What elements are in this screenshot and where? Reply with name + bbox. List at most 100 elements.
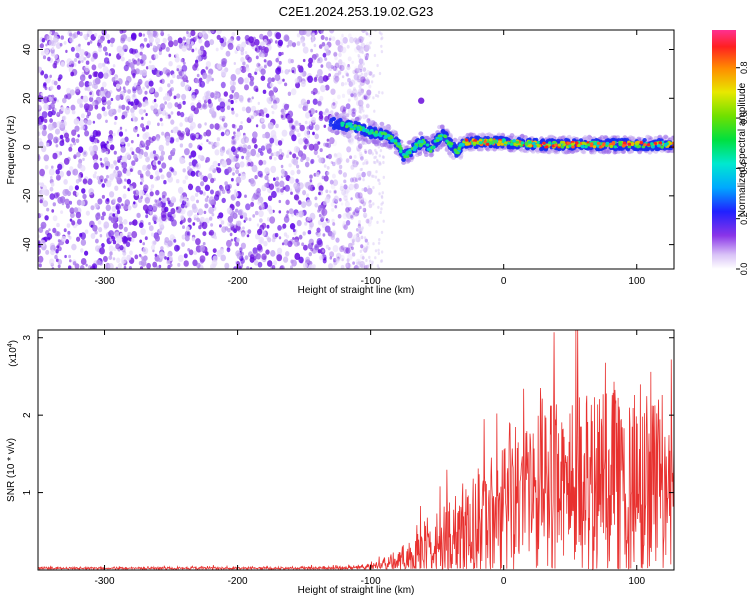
x-tick-label: 0: [501, 576, 507, 587]
noise-point: [90, 133, 94, 137]
noise-point: [149, 191, 154, 197]
noise-point: [352, 238, 355, 243]
signal-core-point: [639, 141, 644, 145]
noise-point: [137, 102, 142, 108]
noise-point: [245, 54, 250, 61]
noise-point: [341, 189, 347, 196]
noise-point: [84, 80, 90, 88]
noise-point: [220, 45, 224, 51]
noise-point: [335, 252, 342, 260]
signal-core-point: [496, 142, 501, 147]
signal-core-point: [472, 141, 477, 145]
colorbar-gradient: [712, 30, 736, 269]
noise-point: [241, 155, 245, 160]
noise-point: [145, 193, 149, 197]
noise-point: [351, 241, 355, 246]
noise-point: [120, 37, 125, 44]
noise-point: [226, 247, 231, 253]
noise-point: [196, 102, 202, 109]
noise-point: [208, 141, 211, 145]
noise-point: [236, 35, 241, 41]
noise-point: [350, 93, 354, 97]
noise-point: [181, 64, 188, 72]
snr-scale-factor-exp: 4: [7, 343, 14, 347]
noise-point: [302, 58, 306, 63]
noise-point: [331, 263, 336, 268]
noise-point: [228, 98, 231, 103]
noise-point: [92, 79, 98, 86]
noise-point: [102, 147, 106, 153]
noise-point: [139, 51, 143, 56]
signal-core-point: [432, 145, 436, 149]
noise-point: [168, 53, 172, 58]
noise-point: [367, 187, 373, 195]
signal-core-point: [557, 143, 562, 147]
noise-point: [281, 114, 284, 119]
signal-halo-point: [418, 131, 424, 136]
noise-point: [173, 95, 177, 100]
noise-point: [48, 96, 53, 102]
signal-halo-point: [379, 121, 385, 127]
noise-point: [77, 146, 84, 153]
noise-point: [353, 92, 357, 98]
noise-point: [121, 203, 124, 207]
noise-point: [51, 165, 54, 169]
noise-point: [345, 72, 349, 77]
noise-point: [54, 254, 58, 260]
signal-halo-point: [630, 136, 636, 141]
noise-point: [170, 208, 176, 215]
noise-point: [55, 169, 60, 175]
noise-point: [358, 84, 362, 89]
noise-point: [95, 238, 99, 244]
noise-point: [124, 48, 127, 53]
noise-point: [153, 91, 159, 98]
noise-point: [132, 75, 136, 79]
noise-point: [314, 196, 318, 201]
signal-core-point: [621, 144, 626, 148]
noise-point: [275, 57, 280, 63]
noise-point: [294, 252, 301, 260]
noise-point: [338, 169, 343, 175]
noise-point: [147, 164, 152, 170]
noise-point: [269, 155, 273, 160]
noise-point: [40, 213, 43, 217]
noise-point: [127, 231, 132, 237]
noise-point: [93, 162, 99, 170]
noise-point: [55, 192, 60, 198]
noise-point: [274, 73, 281, 81]
noise-point: [230, 74, 237, 82]
noise-point: [191, 237, 196, 242]
noise-point: [382, 219, 385, 223]
noise-point: [334, 67, 338, 72]
noise-point: [344, 82, 348, 86]
noise-point: [257, 261, 263, 268]
noise-point: [99, 157, 103, 161]
noise-point: [330, 88, 336, 95]
noise-point: [96, 259, 101, 266]
signal-core-point: [532, 141, 536, 146]
noise-point: [278, 60, 282, 65]
noise-point: [94, 104, 99, 110]
noise-point: [301, 201, 307, 209]
signal-core-point: [524, 142, 529, 146]
noise-point: [331, 36, 336, 42]
noise-point: [296, 33, 301, 38]
noise-point: [91, 64, 97, 71]
noise-point: [105, 90, 111, 99]
noise-point: [332, 161, 336, 167]
noise-point: [329, 35, 333, 39]
spectrogram-frame: [37, 29, 675, 270]
noise-point: [304, 120, 308, 125]
noise-point: [285, 214, 289, 219]
noise-point: [337, 94, 341, 100]
noise-point: [60, 210, 64, 215]
noise-point: [361, 226, 364, 230]
noise-point: [266, 96, 272, 104]
noise-point: [315, 53, 319, 58]
noise-point: [45, 142, 50, 147]
noise-point: [338, 197, 342, 202]
noise-point: [85, 210, 90, 216]
noise-point: [296, 241, 300, 246]
noise-point: [39, 43, 45, 49]
